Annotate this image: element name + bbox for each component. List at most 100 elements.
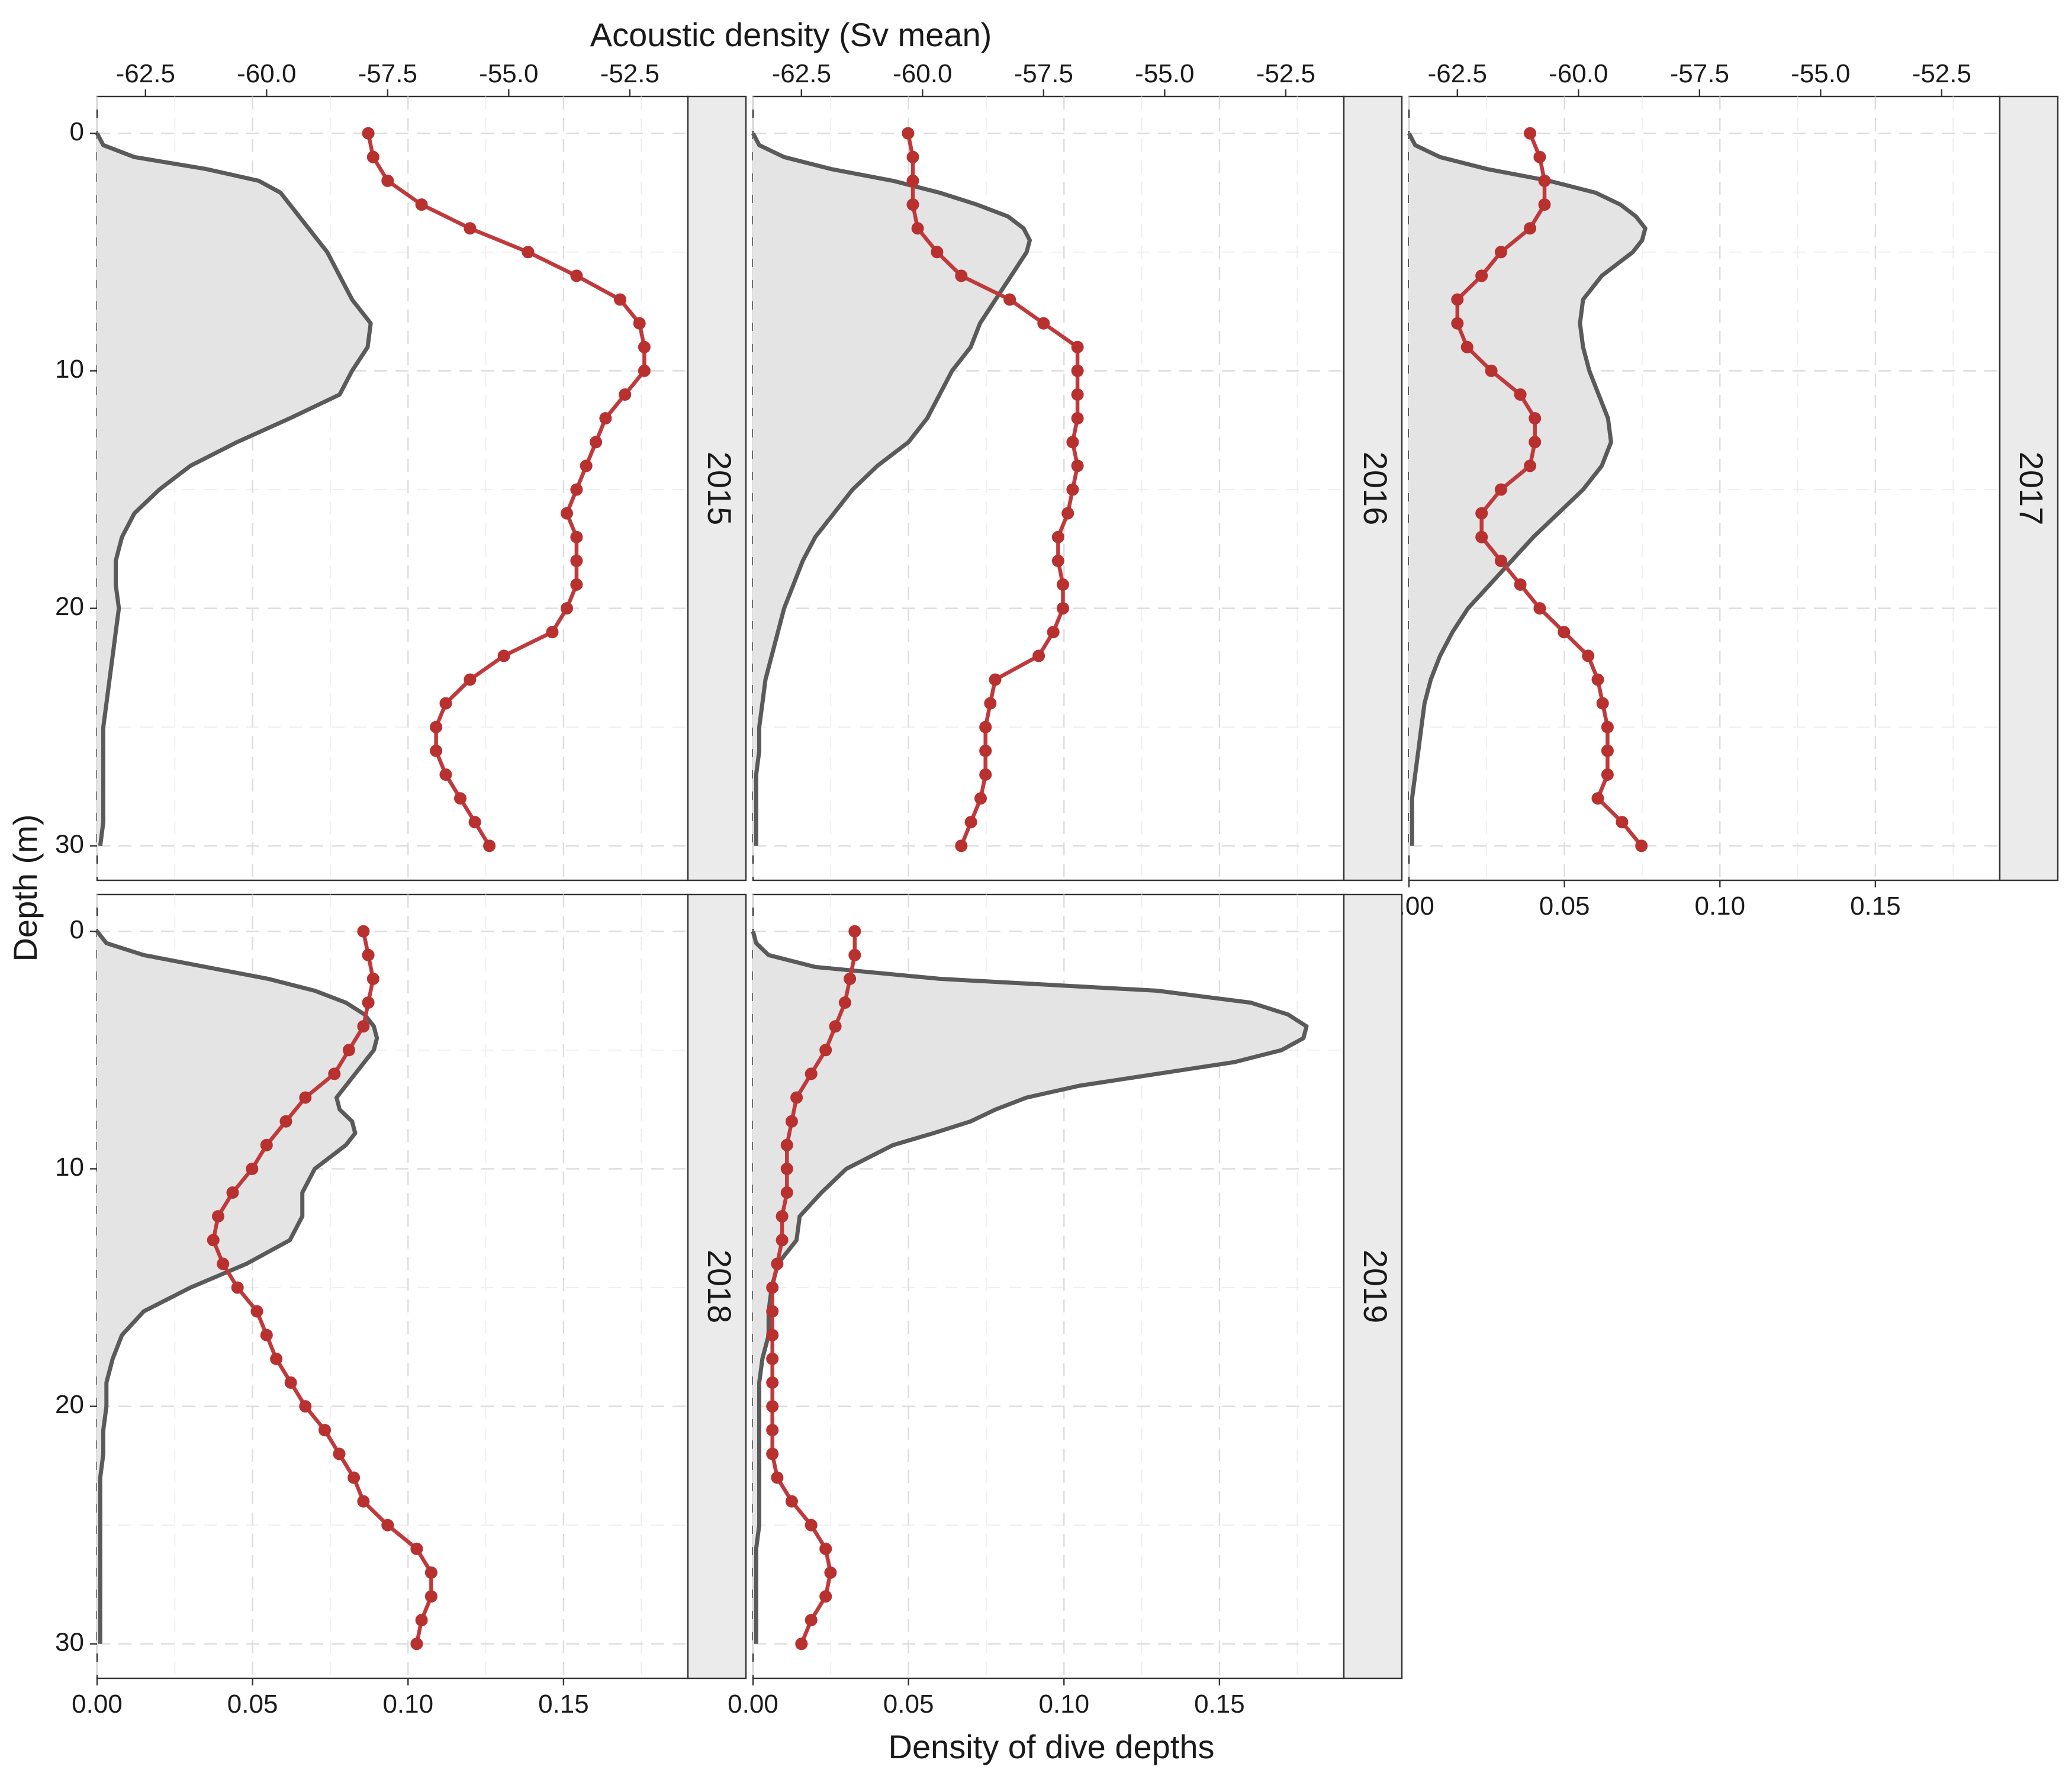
sv-point	[902, 127, 915, 140]
sv-point	[318, 1424, 331, 1437]
sv-point	[979, 720, 992, 733]
strip-label-2015: 2015	[701, 452, 738, 526]
sv-point	[911, 222, 924, 235]
sv-point	[1494, 554, 1507, 567]
sv-point	[1538, 198, 1551, 211]
sv-point	[1601, 720, 1614, 733]
sv-point	[1524, 459, 1536, 472]
sv-point	[1596, 697, 1609, 710]
y-tick-label: 10	[55, 355, 84, 384]
sv-point	[270, 1352, 283, 1365]
density-area-2017	[1409, 133, 1646, 846]
panel-2015: 2015 0 10 20 30 -62.5 -60.0 -57.5 -55.0 -52.5	[55, 59, 747, 881]
sv-point	[260, 1328, 273, 1341]
sv-point	[785, 1115, 798, 1128]
x-tick-label: 0.00	[728, 1690, 778, 1719]
sv-point	[795, 1637, 808, 1650]
sv-point	[824, 1566, 837, 1579]
sv-point	[780, 1186, 793, 1199]
panel-2019: 2019 0.00 0.05 0.10 0.15	[728, 893, 1403, 1719]
sv-point	[483, 839, 496, 852]
sv-point	[1524, 127, 1536, 140]
sv-point	[497, 649, 510, 662]
x-tick-label: 0.10	[1038, 1690, 1089, 1719]
x2-tick-label: -55.0	[1135, 59, 1194, 88]
sv-point	[561, 507, 573, 520]
sv-point	[1485, 364, 1498, 377]
sv-point	[1514, 578, 1527, 591]
strip-2017	[1999, 95, 2059, 881]
sv-point	[1032, 649, 1045, 662]
sv-point	[619, 388, 632, 401]
sv-point	[546, 626, 559, 639]
x2-tick-label: -52.5	[600, 59, 659, 88]
x2-tick-label: -60.0	[893, 59, 952, 88]
sv-point	[1538, 174, 1551, 187]
sv-point	[1451, 317, 1464, 330]
top-axis-title: Acoustic density (Sv mean)	[590, 16, 992, 53]
x-tick-label: 0.15	[1194, 1690, 1245, 1719]
y-tick-label: 10	[55, 1153, 84, 1182]
sv-point	[410, 1542, 423, 1555]
sv-point	[1591, 792, 1604, 805]
sv-point	[381, 174, 394, 187]
sv-point	[931, 246, 944, 259]
x2-tick-label: -55.0	[1791, 59, 1850, 88]
sv-point	[638, 340, 651, 353]
sv-point	[424, 1566, 437, 1579]
sv-point	[906, 174, 919, 187]
x2-tick-label: -57.5	[1014, 59, 1073, 88]
sv-point	[780, 1162, 793, 1175]
sv-point	[819, 1044, 832, 1057]
x2-tick-label: -52.5	[1256, 59, 1315, 88]
sv-point	[212, 1210, 224, 1223]
sv-point	[906, 198, 919, 211]
sv-point	[415, 1614, 428, 1627]
sv-point	[766, 1352, 779, 1365]
sv-point	[279, 1115, 292, 1128]
y-tick-label: 20	[55, 592, 84, 621]
sv-point	[829, 1020, 842, 1033]
sv-point	[439, 697, 452, 710]
x-tick-label: 0.05	[883, 1690, 934, 1719]
sv-point	[780, 1138, 793, 1151]
density-area-2019	[753, 931, 1307, 1644]
sv-point	[1558, 626, 1571, 639]
sv-point	[1494, 483, 1507, 496]
sv-point	[362, 996, 375, 1009]
sv-point	[1071, 364, 1084, 377]
sv-point	[1475, 269, 1488, 282]
sv-point	[1514, 388, 1527, 401]
sv-point	[838, 996, 851, 1009]
sv-point	[430, 744, 443, 757]
sv-point	[468, 816, 481, 829]
sv-point	[599, 412, 612, 425]
y-tick-label: 30	[55, 829, 84, 858]
strip-2015	[687, 95, 747, 881]
sv-point	[1533, 602, 1546, 615]
sv-point	[1451, 293, 1464, 306]
sv-point	[805, 1518, 818, 1532]
sv-point	[776, 1234, 789, 1247]
sv-point	[231, 1281, 244, 1294]
density-line-2019	[751, 931, 1309, 1644]
sv-point	[974, 792, 987, 805]
density-line-2016	[751, 132, 1032, 846]
sv-point	[570, 269, 583, 282]
sv-point	[590, 436, 603, 449]
y-tick-label: 20	[55, 1390, 84, 1419]
x-tick-label: 0.15	[538, 1690, 589, 1719]
sv-point	[766, 1305, 779, 1318]
sv-point	[1529, 412, 1542, 425]
x2-tick-label: -60.0	[1549, 59, 1608, 88]
sv-point	[1524, 222, 1536, 235]
sv-point	[1494, 246, 1507, 259]
sv-point	[570, 578, 583, 591]
y-tick-label: 0	[70, 915, 84, 944]
sv-point	[1635, 839, 1648, 852]
density-area-2016	[753, 133, 1030, 846]
sv-point	[766, 1328, 779, 1341]
